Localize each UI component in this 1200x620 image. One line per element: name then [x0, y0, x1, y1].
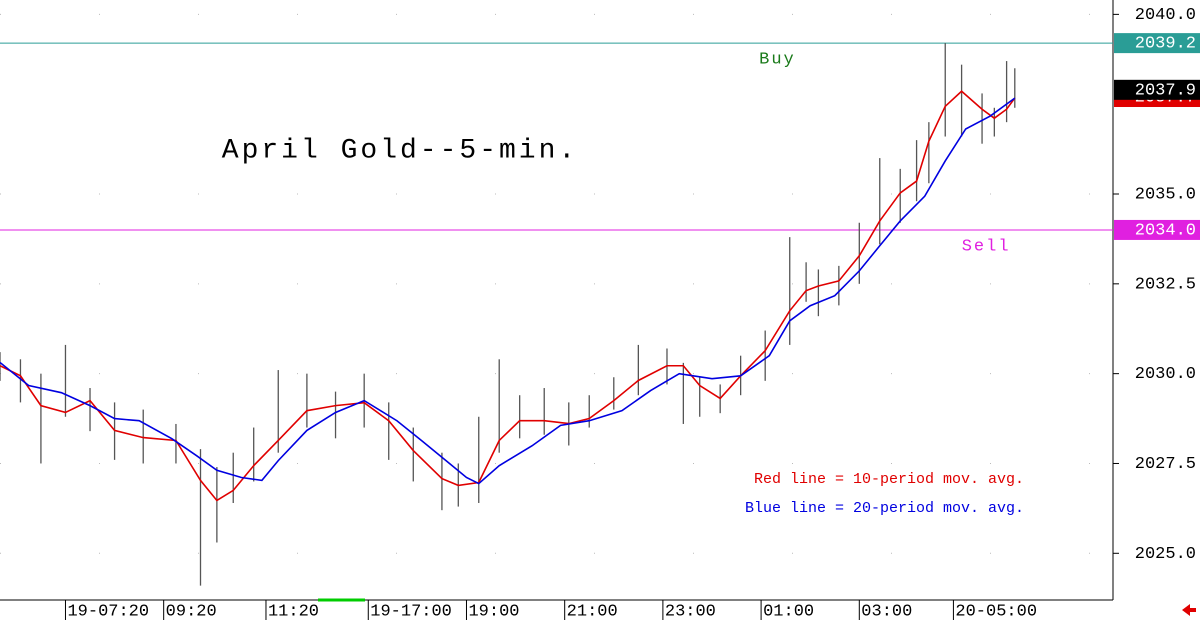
y-tick-label: 2025.0 [1135, 545, 1196, 564]
x-tick-label: 19-17:00 [370, 602, 452, 620]
price-box [1114, 79, 1200, 100]
legend-note: Blue line = 20-period mov. avg. [745, 500, 1024, 517]
y-tick-label: 2035.0 [1135, 185, 1196, 204]
level-note: Buy [759, 51, 796, 70]
y-tick-label: 2032.5 [1135, 275, 1196, 294]
x-tick-label: 21:00 [567, 602, 618, 620]
y-tick-label: 2040.0 [1135, 6, 1196, 25]
chart-title: April Gold--5-min. [222, 135, 578, 166]
x-tick-label: 03:00 [861, 602, 912, 620]
level-note: Sell [962, 237, 1011, 256]
level-box [1114, 33, 1200, 54]
x-tick-label: 19-07:20 [67, 602, 149, 620]
level-label: 2039.2 [1135, 35, 1196, 54]
level-box [1114, 219, 1200, 240]
x-tick-label: 01:00 [763, 602, 814, 620]
scroll-arrow [1182, 604, 1196, 616]
legend-note: Red line = 10-period mov. avg. [754, 471, 1024, 488]
y-tick-label: 2027.5 [1135, 455, 1196, 474]
level-label: 2034.0 [1135, 221, 1196, 240]
x-tick-label: 19:00 [468, 602, 519, 620]
x-tick-label: 23:00 [665, 602, 716, 620]
ma-line [0, 97, 1016, 485]
x-tick-label: 11:20 [268, 602, 319, 620]
price-label: 2037.9 [1135, 81, 1196, 100]
x-tick-label: 09:20 [166, 602, 217, 620]
x-tick-label: 20-05:00 [955, 602, 1037, 620]
y-tick-label: 2030.0 [1135, 365, 1196, 384]
